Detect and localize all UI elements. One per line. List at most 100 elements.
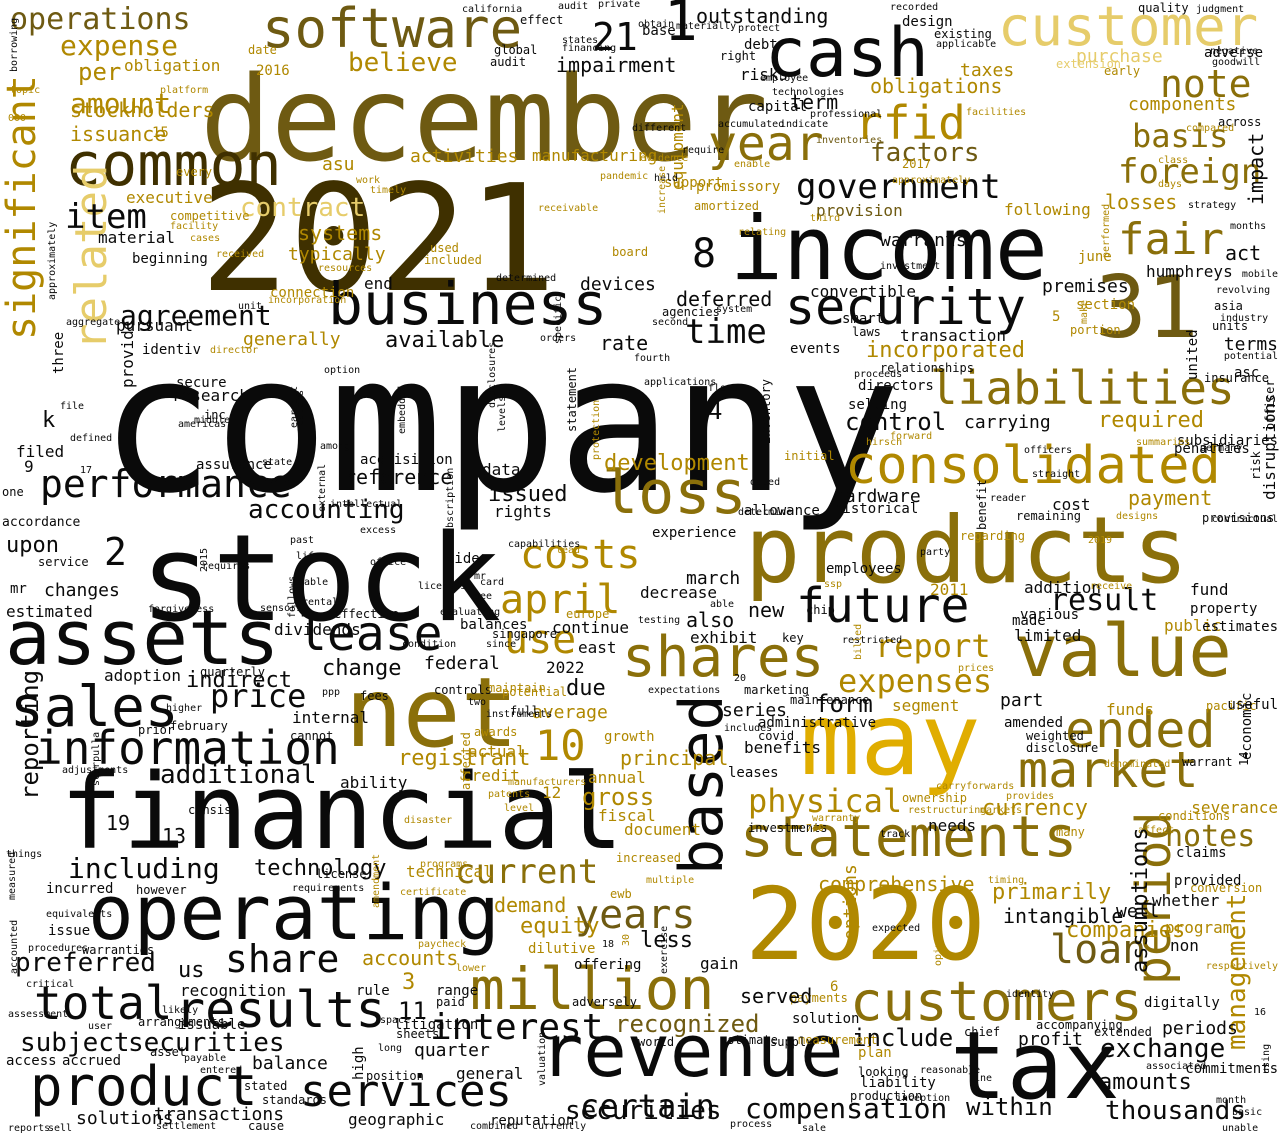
- cloud-word: including: [68, 852, 220, 885]
- cloud-word: instruments: [486, 709, 553, 720]
- cloud-word: statement: [565, 366, 579, 432]
- cloud-word: average: [532, 702, 608, 723]
- cloud-word: track: [880, 829, 911, 840]
- cloud-word: asc: [1234, 365, 1260, 381]
- cloud-word: changes: [44, 580, 120, 601]
- cloud-word: document: [624, 820, 702, 839]
- cloud-word: income: [730, 197, 1048, 300]
- cloud-word: subject: [20, 1028, 130, 1058]
- cloud-word: higher: [166, 703, 203, 714]
- cloud-word: net: [345, 657, 519, 769]
- cloud-word: general: [456, 1064, 524, 1083]
- cloud-word: form: [815, 690, 873, 718]
- cloud-word: losses: [1105, 190, 1178, 214]
- cloud-word: ended: [1065, 701, 1216, 759]
- cloud-word: following: [1004, 200, 1091, 219]
- cloud-word: needs: [928, 816, 977, 835]
- cloud-word: associated: [1146, 1061, 1207, 1072]
- cloud-word: cause: [248, 1119, 285, 1133]
- cloud-word: additional: [160, 760, 317, 790]
- cloud-word: card: [480, 577, 505, 588]
- cloud-word: covid: [758, 729, 795, 743]
- cloud-word: common: [65, 130, 282, 200]
- cloud-word: levels: [497, 395, 508, 432]
- cloud-word: industry: [1220, 313, 1269, 324]
- cloud-word: fees: [360, 689, 389, 703]
- cloud-word: information: [35, 721, 340, 775]
- cloud-word: available: [385, 328, 505, 353]
- cloud-word: basis: [1132, 117, 1229, 155]
- cloud-word: amortized: [694, 199, 760, 213]
- cloud-word: warrant: [1182, 755, 1233, 769]
- cloud-word: system: [716, 304, 753, 315]
- cloud-word: within: [966, 1093, 1053, 1121]
- cloud-word: second: [652, 317, 689, 328]
- cloud-word: materially: [676, 21, 737, 32]
- cloud-word: programs: [420, 859, 469, 870]
- cloud-word: series: [722, 700, 788, 721]
- cloud-word: made: [1012, 613, 1046, 629]
- cloud-word: potential: [1223, 351, 1278, 362]
- cloud-word: customer: [998, 0, 1259, 58]
- cloud-word: 2019: [1088, 535, 1113, 546]
- cloud-word: cost: [1052, 495, 1091, 514]
- cloud-word: filed: [16, 442, 65, 461]
- cloud-word: adversely: [572, 995, 638, 1009]
- cloud-word: adoption: [104, 666, 182, 685]
- cloud-word: aggregate: [66, 317, 121, 328]
- cloud-word: companies: [1066, 918, 1186, 943]
- cloud-word: financial: [60, 751, 624, 873]
- cloud-word: 19: [106, 811, 131, 835]
- cloud-word: east: [578, 638, 617, 657]
- cloud-word: per: [78, 58, 122, 86]
- cloud-word: make: [1079, 299, 1090, 324]
- cloud-word: timing: [988, 875, 1025, 886]
- cloud-word: item: [65, 197, 147, 237]
- cloud-word: director: [210, 345, 259, 356]
- cloud-word: amended: [1004, 715, 1064, 731]
- cloud-word: maintain: [488, 681, 546, 695]
- cloud-word: facilities: [966, 107, 1027, 118]
- cloud-word: penalties: [1174, 441, 1250, 457]
- cloud-word: acquisition: [360, 452, 453, 468]
- cloud-word: currency: [982, 796, 1088, 821]
- cloud-word: shares: [622, 625, 825, 690]
- cloud-word: quality: [1138, 1, 1189, 15]
- cloud-word: investment: [880, 261, 941, 272]
- cloud-word: ewb: [610, 887, 632, 901]
- cloud-word: term: [790, 90, 839, 114]
- cloud-word: 21: [592, 15, 638, 59]
- cloud-word: compensation: [745, 1092, 948, 1125]
- cloud-word: purchase: [1076, 46, 1163, 67]
- cloud-word: obtain: [638, 19, 675, 30]
- cloud-word: securities: [565, 1096, 722, 1126]
- cloud-word: unit: [238, 301, 263, 312]
- cloud-word: lead: [556, 545, 581, 556]
- cloud-word: internal: [292, 708, 370, 727]
- cloud-word: chip: [806, 603, 835, 617]
- cloud-word: million: [470, 955, 715, 1023]
- cloud-word: extension: [1056, 57, 1122, 71]
- cloud-word: reader: [990, 493, 1027, 504]
- cloud-word: life: [296, 551, 321, 562]
- cloud-word: capabilities: [508, 539, 581, 550]
- cloud-word: provide: [118, 320, 137, 388]
- cloud-word: lower: [456, 963, 487, 974]
- cloud-word: mobile: [1241, 269, 1278, 280]
- cloud-word: relating: [738, 227, 787, 238]
- cloud-word: embedded: [397, 385, 408, 434]
- cloud-word: accumulated: [718, 119, 785, 130]
- cloud-word: united: [1185, 329, 1201, 380]
- cloud-word: technical: [406, 862, 493, 881]
- cloud-word: asset: [150, 1045, 187, 1059]
- cloud-word: 13: [162, 824, 187, 848]
- cloud-word: cases: [190, 233, 221, 244]
- cloud-word: flows: [708, 383, 739, 394]
- cloud-word: current: [455, 852, 599, 892]
- cloud-word: recognition: [180, 981, 286, 1000]
- cloud-word: operating: [88, 868, 500, 957]
- cloud-word: revolving: [1216, 285, 1271, 296]
- cloud-word: new: [748, 598, 785, 622]
- cloud-word: stated: [244, 1079, 288, 1093]
- cloud-word: evaluating: [440, 607, 501, 618]
